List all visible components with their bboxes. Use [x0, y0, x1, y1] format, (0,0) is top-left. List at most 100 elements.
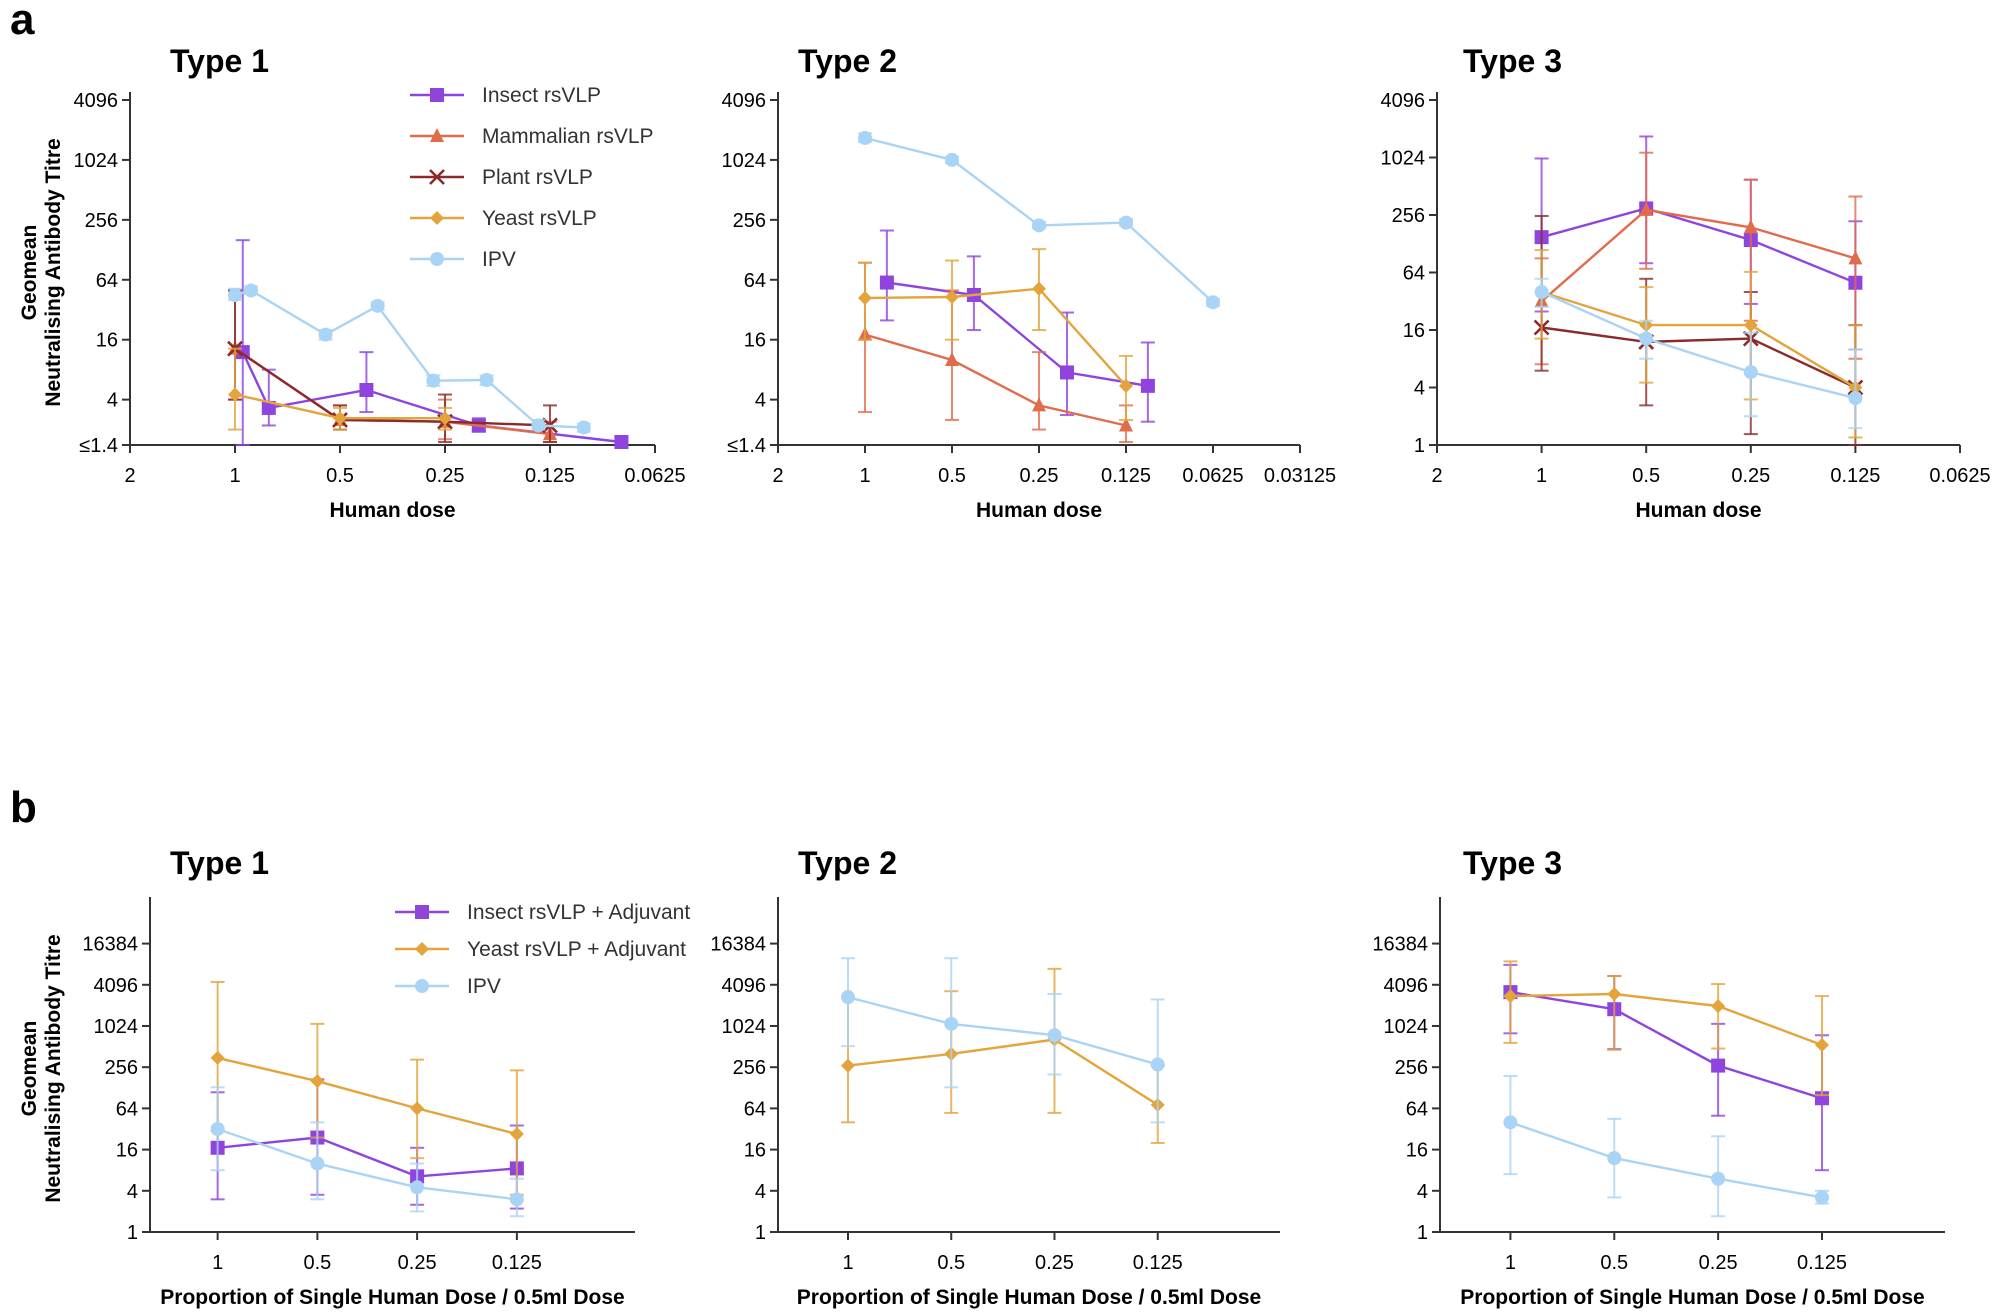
chart-title: Type 1 — [170, 43, 269, 79]
y-tick-label: 1024 — [1384, 1016, 1429, 1038]
data-point-diamond — [841, 1058, 856, 1073]
x-tick-label: 1 — [212, 1252, 223, 1274]
series-line — [1510, 990, 1823, 1100]
legend-label: Mammalian rsVLP — [482, 125, 654, 148]
series-ipv — [210, 1086, 524, 1218]
x-tick-label: 1 — [229, 465, 240, 487]
data-point-circle — [1607, 1151, 1622, 1166]
data-point-triangle — [1848, 250, 1863, 265]
data-point-circle — [228, 287, 242, 302]
data-point-square — [1140, 378, 1155, 393]
data-point-circle — [479, 372, 494, 387]
y-axis-title-line: Neutralising Antibody Titre — [42, 934, 65, 1202]
y-tick-label: 256 — [105, 1057, 138, 1079]
chart-a-type-2: Type 2 ≤1.4 4 16 64 256 1024 4096 2 1 0.5 0.25 0.125… — [722, 43, 1337, 522]
y-tick-label: 4 — [107, 390, 118, 412]
series-yeast-rsvlp — [1534, 249, 1863, 439]
series-ipv — [841, 957, 1165, 1124]
data-point-diamond — [333, 411, 347, 426]
x-tick-label: 0.5 — [326, 465, 354, 487]
y-tick-label: 16 — [1406, 1140, 1428, 1162]
x-axis-title: Proportion of Single Human Dose / 0.5ml … — [797, 1286, 1261, 1309]
legend-label: Plant rsVLP — [482, 166, 593, 189]
x-tick-label: 0.25 — [1731, 465, 1770, 487]
chart-title: Type 2 — [798, 845, 897, 881]
data-point-triangle — [945, 352, 959, 367]
series-yeast-rsvlp-adjuvant — [210, 980, 524, 1196]
y-axis-title-line: Geomean — [18, 225, 41, 321]
series-line — [217, 1056, 518, 1136]
data-point-diamond — [1607, 987, 1622, 1002]
data-point-triangle — [1032, 397, 1046, 412]
y-tick-label: 4096 — [94, 975, 139, 997]
data-point-circle — [1047, 1028, 1062, 1043]
x-tick-label: 0.125 — [1133, 1252, 1183, 1274]
x-tick-label: 1 — [1536, 465, 1547, 487]
legend-marker-circle — [430, 252, 444, 266]
y-tick-label: 256 — [733, 1057, 766, 1079]
x-tick-label: 0.125 — [1797, 1252, 1847, 1274]
series-line — [1541, 290, 1857, 389]
legend-label: Insect rsVLP + Adjuvant — [467, 901, 690, 924]
data-point-diamond — [1814, 1038, 1829, 1053]
x-axis-title: Human dose — [1635, 499, 1761, 522]
data-point-square — [261, 400, 276, 415]
y-tick-label: 16 — [744, 330, 766, 352]
legend-marker-diamond — [430, 211, 444, 225]
x-tick-label: 0.5 — [1600, 1252, 1628, 1274]
series-line — [234, 347, 551, 427]
data-point-circle — [370, 298, 385, 313]
y-tick-label: 64 — [1406, 1098, 1428, 1120]
x-tick-label: 0.25 — [1699, 1252, 1738, 1274]
series-mammalian-rsvlp — [858, 261, 1133, 444]
y-tick-label: 1024 — [722, 1016, 767, 1038]
y-axis-title: GeomeanNeutralising Antibody Titre — [18, 934, 65, 1202]
data-point-circle — [1206, 295, 1220, 310]
x-tick-label: 0.0625 — [1182, 465, 1243, 487]
data-point-circle — [576, 420, 591, 435]
data-point-circle — [1150, 1057, 1165, 1072]
y-tick-label: 16384 — [710, 934, 766, 956]
series-yeast-rsvlp — [228, 347, 452, 431]
data-point-diamond — [1711, 999, 1726, 1014]
data-point-circle — [210, 1121, 225, 1136]
x-tick-label: 2 — [124, 465, 135, 487]
y-tick-label: 4096 — [1384, 975, 1429, 997]
x-tick-label: 0.5 — [937, 1252, 965, 1274]
chart-title: Type 1 — [170, 845, 269, 881]
y-tick-label: 256 — [1392, 205, 1425, 227]
x-tick-label: 0.0625 — [1929, 465, 1990, 487]
series-ipv — [1534, 277, 1863, 430]
y-tick-label: 64 — [744, 270, 766, 292]
chart-b-type-3: Type 3 1 4 16 64 256 1024 4096 16384 1 0.5 0.25 0.12… — [1372, 845, 1945, 1309]
y-tick-label: 1 — [127, 1222, 138, 1244]
y-tick-label: 64 — [96, 270, 118, 292]
series-line — [1510, 992, 1823, 1047]
chart-title: Type 3 — [1463, 845, 1562, 881]
data-point-diamond — [945, 289, 959, 304]
series-line — [1541, 207, 1856, 284]
data-point-circle — [426, 373, 441, 388]
y-tick-label: 4 — [1417, 1181, 1428, 1203]
y-tick-label: 64 — [1403, 263, 1425, 285]
data-point-triangle — [1743, 219, 1758, 234]
x-axis-title: Human dose — [329, 499, 455, 522]
series-insect-rsvlp — [1534, 135, 1863, 351]
chart-title: Type 2 — [798, 43, 897, 79]
y-tick-label: 4 — [127, 1181, 138, 1203]
series-plant-rsvlp — [1533, 214, 1864, 446]
y-tick-label: 64 — [744, 1098, 766, 1120]
data-point-diamond — [1743, 318, 1758, 333]
series-line — [886, 281, 1149, 388]
series-line — [1540, 208, 1856, 303]
y-tick-label: 16384 — [1372, 934, 1428, 956]
data-point-circle — [509, 1192, 524, 1207]
data-point-square — [614, 435, 629, 450]
data-point-circle — [1848, 391, 1863, 406]
x-tick-label: 1 — [842, 1252, 853, 1274]
x-tick-label: 0.5 — [303, 1252, 331, 1274]
chart-b-type-1: Type 1 1 4 16 64 256 1024 4096 16384 1 0.5 0.25 0.12… — [18, 845, 690, 1309]
legend: Insect rsVLP + Adjuvant Yeast rsVLP + Adj… — [395, 901, 690, 998]
y-tick-label: 64 — [116, 1098, 138, 1120]
data-point-circle — [410, 1180, 425, 1195]
